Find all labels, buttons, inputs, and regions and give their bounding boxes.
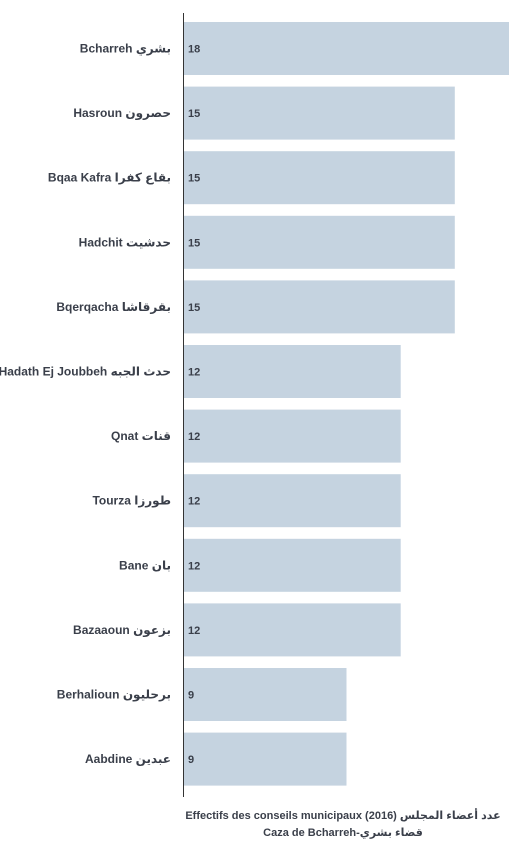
category-label: Aabdine عبدين [85,752,171,766]
value-label: 15 [188,173,200,185]
category-label: Hasroun حصرون [73,106,171,121]
bar [184,280,455,334]
chart-caption-line-2: Caza de Bcharreh-قضاء بشري [263,827,423,839]
category-labels-group: Bcharreh بشري Hasroun حصرون Bqaa Kafra بقا… [0,42,171,767]
bar [184,732,347,786]
value-label: 12 [188,367,200,379]
category-label: Berhalioun برحليون [57,688,171,703]
bar [184,22,509,75]
value-label: 18 [188,44,200,56]
value-labels-group: 18 15 15 15 15 12 12 12 12 12 9 9 [188,44,200,767]
value-label: 15 [188,302,200,314]
value-label: 9 [188,754,194,766]
category-label: Bane بان [119,558,171,572]
bar [184,603,401,657]
category-label: Tourza طورزا [92,494,171,509]
bars-group [184,22,509,786]
bar [184,215,455,269]
value-label: 12 [188,431,200,443]
value-label: 9 [188,690,194,702]
category-label: Hadchit حدشيت [79,235,171,249]
bar [184,86,455,140]
bar [184,345,401,398]
category-label: Qnat قنات [111,429,171,443]
category-label: Bcharreh بشري [80,42,171,56]
value-label: 12 [188,560,200,572]
bar [184,474,401,528]
category-label: Bqaa Kafra بقاع كفرا [48,171,171,185]
value-label: 15 [188,237,200,249]
bar [184,538,401,592]
category-label: Bqerqacha بقرقاشا [56,300,171,314]
value-label: 12 [188,496,200,508]
bar [184,151,455,205]
bar [184,409,401,463]
value-label: 15 [188,108,200,120]
chart-caption-line-1: Effectifs des conseils municipaux (2016)… [185,810,501,822]
bar [184,668,347,721]
value-label: 12 [188,625,200,637]
category-label: Bazaaoun بزعون [73,623,171,638]
category-label: Hadath Ej Joubbeh حدث الجبه [0,365,171,379]
